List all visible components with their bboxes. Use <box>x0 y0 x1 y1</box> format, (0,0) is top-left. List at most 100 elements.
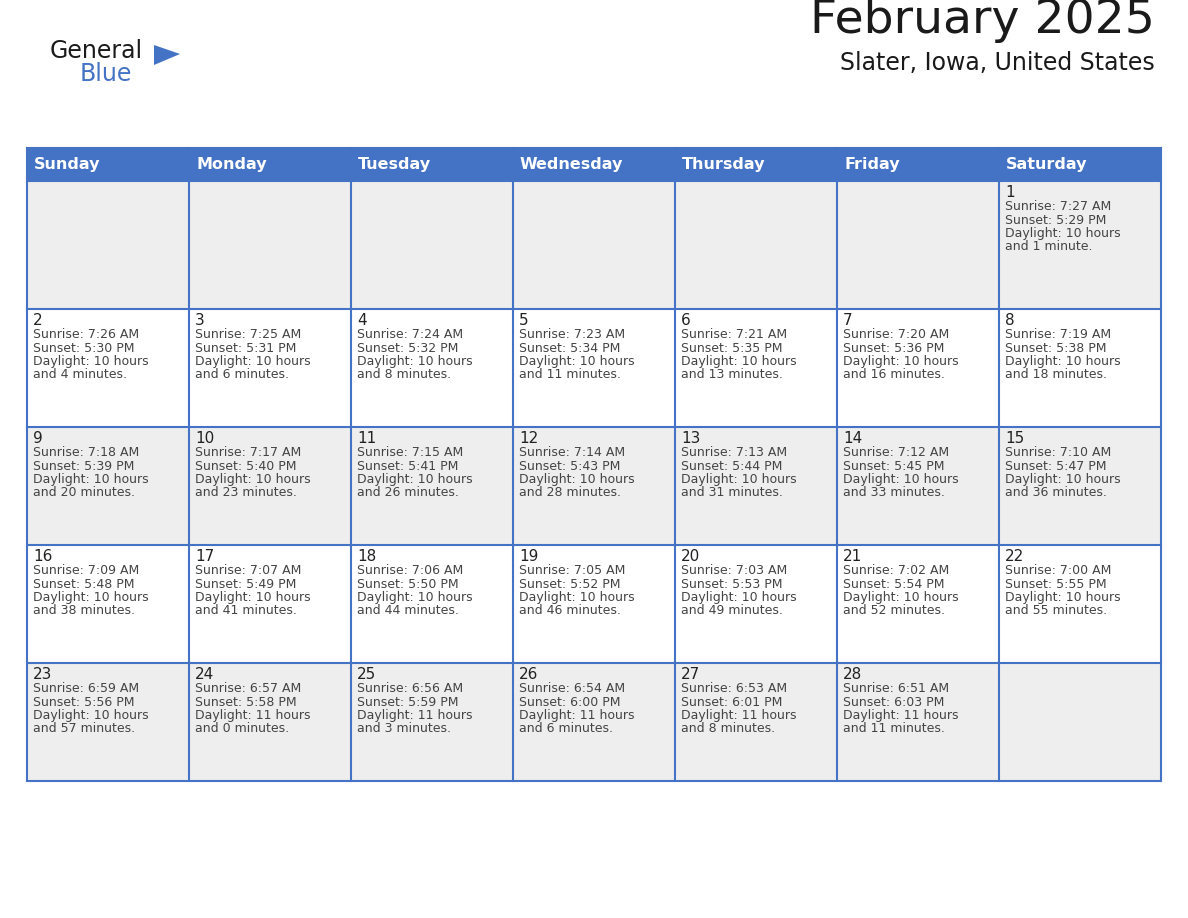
Text: and 38 minutes.: and 38 minutes. <box>33 604 135 618</box>
Bar <box>189 148 350 181</box>
Text: Sunrise: 7:26 AM: Sunrise: 7:26 AM <box>33 328 139 341</box>
Text: Daylight: 10 hours: Daylight: 10 hours <box>519 473 634 486</box>
Text: Daylight: 10 hours: Daylight: 10 hours <box>1005 355 1120 368</box>
Text: and 33 minutes.: and 33 minutes. <box>843 487 944 499</box>
Text: Sunset: 6:01 PM: Sunset: 6:01 PM <box>681 696 783 709</box>
Text: 7: 7 <box>843 313 853 328</box>
Bar <box>189 181 350 309</box>
Text: 23: 23 <box>33 667 52 682</box>
Text: Sunset: 5:52 PM: Sunset: 5:52 PM <box>519 577 620 590</box>
Text: Sunset: 5:59 PM: Sunset: 5:59 PM <box>358 696 459 709</box>
Text: and 3 minutes.: and 3 minutes. <box>358 722 451 735</box>
Text: 14: 14 <box>843 431 862 446</box>
Text: Sunrise: 7:23 AM: Sunrise: 7:23 AM <box>519 328 625 341</box>
Bar <box>189 663 350 781</box>
Text: and 8 minutes.: and 8 minutes. <box>358 368 451 382</box>
Text: 21: 21 <box>843 549 862 564</box>
Text: Saturday: Saturday <box>1006 157 1087 172</box>
Text: Sunrise: 7:05 AM: Sunrise: 7:05 AM <box>519 564 625 577</box>
Text: Daylight: 10 hours: Daylight: 10 hours <box>33 355 148 368</box>
Text: 12: 12 <box>519 431 538 446</box>
Text: Sunset: 5:49 PM: Sunset: 5:49 PM <box>195 577 296 590</box>
Bar <box>999 663 1161 781</box>
Text: Sunset: 5:56 PM: Sunset: 5:56 PM <box>33 696 134 709</box>
Bar <box>27 148 189 181</box>
Text: Daylight: 10 hours: Daylight: 10 hours <box>843 591 959 604</box>
Text: Sunset: 5:58 PM: Sunset: 5:58 PM <box>195 696 297 709</box>
Text: Sunset: 5:30 PM: Sunset: 5:30 PM <box>33 341 134 354</box>
Text: and 55 minutes.: and 55 minutes. <box>1005 604 1107 618</box>
Text: 19: 19 <box>519 549 538 564</box>
Text: Sunrise: 7:20 AM: Sunrise: 7:20 AM <box>843 328 949 341</box>
Text: Daylight: 10 hours: Daylight: 10 hours <box>843 355 959 368</box>
Text: Friday: Friday <box>843 157 899 172</box>
Text: 1: 1 <box>1005 185 1015 200</box>
Text: Sunrise: 7:21 AM: Sunrise: 7:21 AM <box>681 328 788 341</box>
Text: and 20 minutes.: and 20 minutes. <box>33 487 135 499</box>
Text: Sunset: 5:54 PM: Sunset: 5:54 PM <box>843 577 944 590</box>
Bar <box>27 309 189 427</box>
Text: Sunset: 5:45 PM: Sunset: 5:45 PM <box>843 460 944 473</box>
Text: Sunrise: 7:07 AM: Sunrise: 7:07 AM <box>195 564 302 577</box>
Bar <box>838 148 999 181</box>
Text: Sunrise: 7:10 AM: Sunrise: 7:10 AM <box>1005 446 1111 459</box>
Bar <box>350 148 513 181</box>
Text: Sunrise: 7:00 AM: Sunrise: 7:00 AM <box>1005 564 1112 577</box>
Text: and 23 minutes.: and 23 minutes. <box>195 487 297 499</box>
Text: Sunrise: 6:54 AM: Sunrise: 6:54 AM <box>519 682 625 695</box>
Text: Sunrise: 7:02 AM: Sunrise: 7:02 AM <box>843 564 949 577</box>
Text: Daylight: 10 hours: Daylight: 10 hours <box>1005 473 1120 486</box>
Text: Sunset: 5:29 PM: Sunset: 5:29 PM <box>1005 214 1106 227</box>
Text: 25: 25 <box>358 667 377 682</box>
Text: Daylight: 10 hours: Daylight: 10 hours <box>358 355 473 368</box>
Text: and 4 minutes.: and 4 minutes. <box>33 368 127 382</box>
Text: and 52 minutes.: and 52 minutes. <box>843 604 944 618</box>
Text: Sunrise: 7:06 AM: Sunrise: 7:06 AM <box>358 564 463 577</box>
Text: 18: 18 <box>358 549 377 564</box>
Bar <box>513 663 675 781</box>
Text: Sunset: 5:48 PM: Sunset: 5:48 PM <box>33 577 134 590</box>
Bar <box>350 427 513 545</box>
Text: 3: 3 <box>195 313 204 328</box>
Text: Sunrise: 7:19 AM: Sunrise: 7:19 AM <box>1005 328 1111 341</box>
Bar <box>675 545 838 663</box>
Text: Sunrise: 7:27 AM: Sunrise: 7:27 AM <box>1005 200 1111 213</box>
Bar <box>27 427 189 545</box>
Text: Tuesday: Tuesday <box>358 157 431 172</box>
Text: Sunrise: 7:18 AM: Sunrise: 7:18 AM <box>33 446 139 459</box>
Text: 26: 26 <box>519 667 538 682</box>
Text: Daylight: 10 hours: Daylight: 10 hours <box>358 591 473 604</box>
Text: Sunrise: 7:03 AM: Sunrise: 7:03 AM <box>681 564 788 577</box>
Text: Sunset: 5:36 PM: Sunset: 5:36 PM <box>843 341 944 354</box>
Text: Sunrise: 7:25 AM: Sunrise: 7:25 AM <box>195 328 302 341</box>
Text: Sunset: 5:40 PM: Sunset: 5:40 PM <box>195 460 297 473</box>
Text: 13: 13 <box>681 431 701 446</box>
Text: 20: 20 <box>681 549 700 564</box>
Bar <box>350 309 513 427</box>
Bar <box>27 663 189 781</box>
Bar <box>350 545 513 663</box>
Text: Sunset: 6:00 PM: Sunset: 6:00 PM <box>519 696 620 709</box>
Text: and 36 minutes.: and 36 minutes. <box>1005 487 1107 499</box>
Text: 10: 10 <box>195 431 214 446</box>
Bar <box>838 309 999 427</box>
Text: Slater, Iowa, United States: Slater, Iowa, United States <box>840 51 1155 75</box>
Bar <box>350 181 513 309</box>
Text: Daylight: 10 hours: Daylight: 10 hours <box>681 591 797 604</box>
Text: and 49 minutes.: and 49 minutes. <box>681 604 783 618</box>
Text: Sunrise: 6:53 AM: Sunrise: 6:53 AM <box>681 682 788 695</box>
Text: Daylight: 10 hours: Daylight: 10 hours <box>33 709 148 722</box>
Text: Sunset: 5:55 PM: Sunset: 5:55 PM <box>1005 577 1107 590</box>
Text: 24: 24 <box>195 667 214 682</box>
Bar <box>189 427 350 545</box>
Bar <box>838 663 999 781</box>
Text: Daylight: 10 hours: Daylight: 10 hours <box>358 473 473 486</box>
Text: 2: 2 <box>33 313 43 328</box>
Text: 15: 15 <box>1005 431 1024 446</box>
Text: Sunset: 5:32 PM: Sunset: 5:32 PM <box>358 341 459 354</box>
Text: and 13 minutes.: and 13 minutes. <box>681 368 783 382</box>
Text: Daylight: 10 hours: Daylight: 10 hours <box>33 591 148 604</box>
Text: Monday: Monday <box>196 157 266 172</box>
Bar <box>999 181 1161 309</box>
Text: and 11 minutes.: and 11 minutes. <box>519 368 621 382</box>
